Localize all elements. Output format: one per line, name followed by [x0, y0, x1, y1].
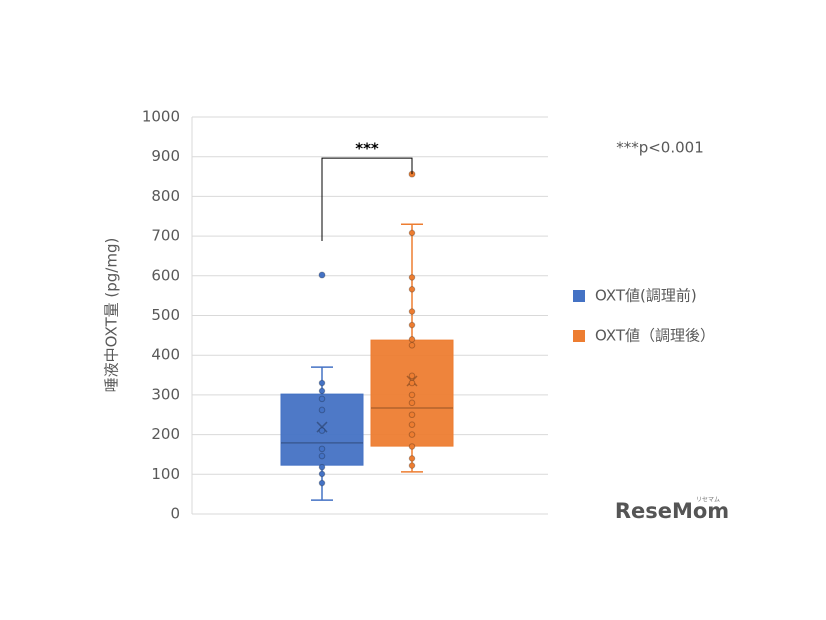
box — [370, 339, 454, 447]
significance-bracket — [321, 157, 413, 242]
significance-stars: *** — [355, 140, 379, 158]
data-point — [318, 395, 326, 403]
data-point — [408, 274, 416, 281]
y-tick-label: 100 — [151, 465, 180, 483]
significance-note: ***p<0.001 — [616, 139, 704, 157]
data-point — [318, 427, 326, 434]
y-tick-label: 800 — [151, 187, 180, 205]
data-point — [408, 431, 416, 438]
y-tick-label: 0 — [170, 505, 180, 523]
data-point — [318, 463, 326, 471]
data-point — [408, 341, 416, 349]
data-point — [408, 455, 416, 462]
mean-marker — [316, 421, 328, 433]
y-tick-label: 300 — [151, 385, 180, 403]
legend-swatch — [573, 290, 585, 302]
data-point — [408, 411, 416, 419]
y-tick-label: 400 — [151, 346, 180, 364]
y-tick-label: 1000 — [142, 108, 180, 126]
data-point — [408, 321, 416, 329]
data-point — [408, 285, 416, 293]
data-point — [408, 372, 416, 380]
data-point — [318, 452, 326, 460]
y-tick-label: 600 — [151, 266, 180, 284]
legend-label: OXT値(調理前) — [595, 287, 697, 305]
legend-swatch — [573, 330, 585, 342]
data-point — [408, 462, 416, 469]
outlier — [318, 271, 326, 279]
y-tick-label: 200 — [151, 425, 180, 443]
data-point — [408, 308, 416, 315]
data-point — [408, 399, 416, 407]
legend-label: OXT値（調理後） — [595, 327, 715, 345]
y-axis-label: 唾液中OXT量 (pg/mg) — [103, 238, 121, 393]
data-point — [408, 421, 416, 428]
data-point — [408, 336, 416, 343]
data-point — [318, 445, 326, 453]
data-point — [408, 443, 416, 450]
data-point — [318, 470, 326, 478]
data-point — [408, 229, 416, 237]
data-point — [408, 391, 416, 399]
y-tick-label: 500 — [151, 306, 180, 324]
data-point — [408, 379, 416, 387]
logo: ReseMom — [615, 499, 729, 523]
data-point — [318, 479, 326, 487]
data-point — [318, 387, 326, 395]
y-tick-label: 700 — [151, 227, 180, 245]
data-point — [318, 406, 326, 414]
data-point — [318, 379, 326, 387]
y-tick-label: 900 — [151, 147, 180, 165]
logo-sub: リセマム — [696, 497, 720, 504]
